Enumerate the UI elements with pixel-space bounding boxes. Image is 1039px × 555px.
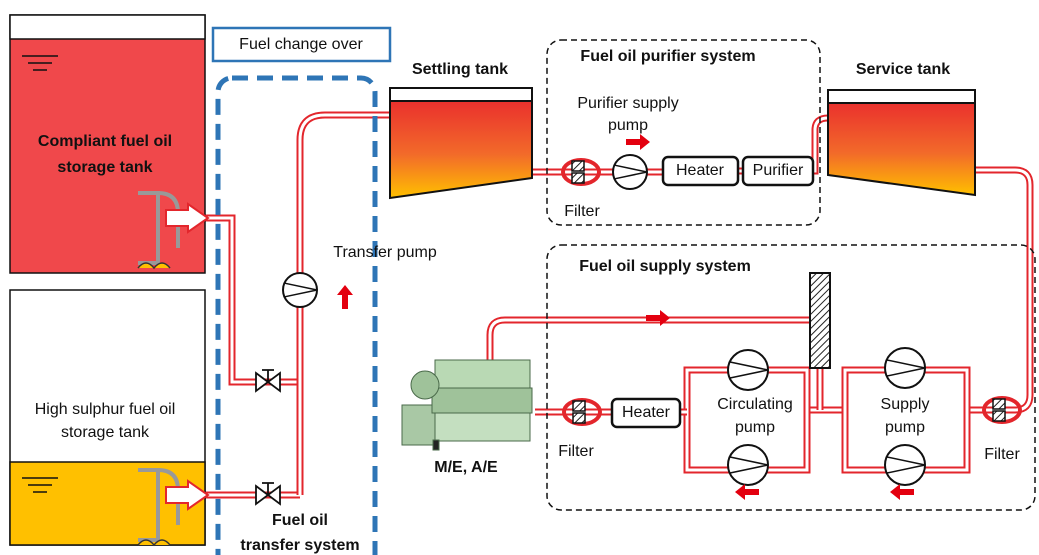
filter-loop — [982, 396, 1022, 424]
filter — [572, 400, 586, 412]
level-mark — [22, 477, 58, 493]
pipe-core — [813, 116, 829, 173]
purifier-label: Purifier — [753, 162, 804, 179]
pump-symbol — [886, 359, 926, 377]
filter — [572, 412, 586, 424]
filter-label: Filter — [984, 446, 1020, 463]
valve — [255, 482, 281, 506]
valve — [255, 369, 281, 393]
flow-arrow — [735, 484, 759, 500]
filter — [992, 410, 1006, 422]
pump-symbol — [886, 456, 926, 474]
pump — [727, 349, 769, 391]
compliant-tank — [9, 14, 206, 274]
pipe — [486, 316, 820, 360]
filter-label: Filter — [558, 443, 594, 460]
tank-label: Compliant fuel oil — [38, 133, 172, 150]
service-tank — [827, 89, 976, 197]
engine — [401, 359, 533, 451]
pump — [282, 272, 318, 308]
system-label: transfer system — [240, 537, 359, 554]
tank-label: High sulphur fuel oil — [35, 401, 176, 418]
pipe-core — [967, 168, 1032, 412]
filter — [571, 172, 585, 184]
heater-box — [661, 155, 740, 187]
system-title: Fuel oil purifier system — [580, 48, 755, 65]
pipe-core — [298, 113, 392, 495]
outlet-foot — [137, 539, 171, 547]
pipe — [967, 166, 1034, 414]
pump — [727, 444, 769, 486]
flow-arrow — [337, 285, 353, 309]
flow-arrow — [890, 484, 914, 500]
outlet-foot — [137, 262, 171, 270]
tank-label: storage tank — [61, 424, 150, 441]
pump-label: Transfer pump — [333, 244, 437, 261]
flow-arrow — [626, 134, 650, 150]
filter-loop — [561, 158, 601, 186]
outlet-arrow — [165, 479, 210, 511]
purifier-system-box — [546, 39, 821, 226]
tank-top — [827, 89, 976, 104]
pump — [612, 154, 648, 190]
pump-label: pump — [735, 419, 775, 436]
pipe-core — [488, 318, 820, 360]
heater-label: Heater — [676, 162, 725, 179]
outlet-arrow — [165, 202, 210, 234]
tank-label: Settling tank — [412, 61, 508, 78]
pump-symbol — [729, 361, 769, 379]
heater-label: Heater — [622, 404, 671, 421]
pump-symbol — [614, 164, 648, 180]
engine-label: M/E, A/E — [434, 459, 498, 476]
level-mark — [22, 55, 58, 71]
pump-label: Purifier supply — [577, 95, 678, 112]
supply-system-box — [546, 244, 1036, 511]
filter-label: Filter — [564, 203, 600, 220]
icons — [137, 134, 1022, 547]
filter-loop — [562, 398, 602, 426]
heater-box — [610, 397, 682, 429]
purifier-box — [741, 155, 815, 187]
system-label: Fuel oil — [272, 512, 328, 529]
change-over-label: Fuel change over — [239, 36, 363, 53]
pump — [884, 347, 926, 389]
pump — [884, 444, 926, 486]
pump-symbol — [729, 456, 769, 474]
tank-label: Service tank — [856, 61, 950, 78]
tank-label: storage tank — [57, 159, 152, 176]
flow-arrow — [646, 310, 670, 326]
tank-top — [389, 87, 533, 102]
transfer-system-box — [215, 75, 378, 555]
settling-tank — [389, 87, 533, 200]
pump-label: Supply — [881, 396, 930, 413]
pump-label: pump — [885, 419, 925, 436]
tank-top — [9, 14, 206, 40]
change-over-box — [211, 26, 392, 63]
filter — [571, 160, 585, 172]
system-title: Fuel oil supply system — [579, 258, 751, 275]
filter — [992, 398, 1006, 410]
pump-symbol — [284, 282, 318, 298]
pump-label: Circulating — [717, 396, 793, 413]
pipe-core — [843, 368, 969, 472]
pump-label: pump — [608, 117, 648, 134]
mixing-column — [809, 272, 831, 369]
